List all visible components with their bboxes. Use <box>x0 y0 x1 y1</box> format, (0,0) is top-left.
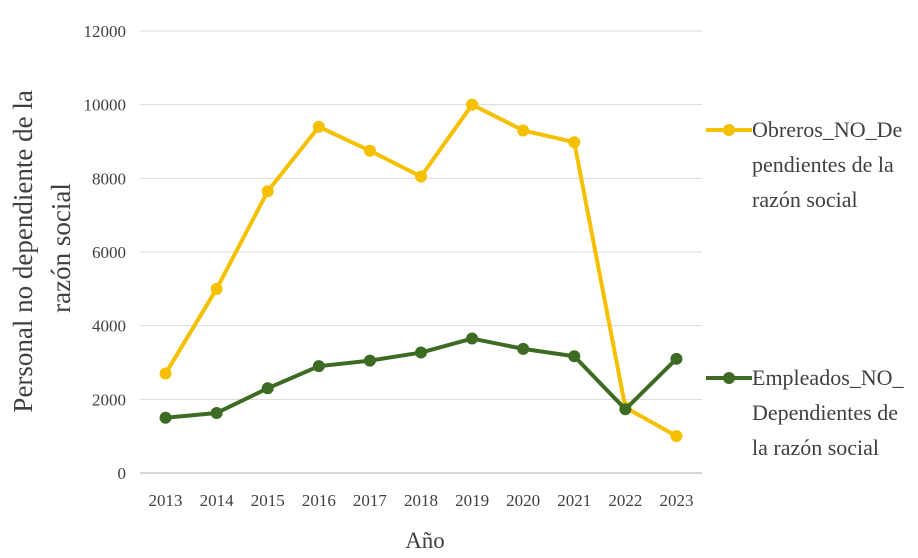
data-point <box>670 430 683 443</box>
data-point <box>210 406 223 419</box>
legend-label-line: Empleados_NO_ <box>752 365 905 390</box>
x-tick-label: 2022 <box>608 491 642 510</box>
data-point <box>363 354 376 367</box>
x-tick-label: 2017 <box>353 491 388 510</box>
data-point <box>466 98 479 111</box>
data-point <box>415 170 427 183</box>
y-tick-label: 4000 <box>92 317 126 336</box>
data-point <box>466 332 479 345</box>
x-tick-label: 2023 <box>659 491 693 510</box>
x-tick-label: 2015 <box>251 491 285 510</box>
legend: Obreros_NO_De pendientes de la razón socia… <box>706 117 905 460</box>
y-tick-labels: 0 2000 4000 6000 8000 10000 12000 <box>84 22 127 483</box>
legend-item-2: Empleados_NO_ Dependientes de la razón soc… <box>706 365 905 460</box>
y-axis-title-line-1: Personal no dependiente de la <box>8 90 38 412</box>
data-point <box>363 144 376 157</box>
series <box>159 98 683 443</box>
series-2 <box>159 332 683 424</box>
data-point <box>159 367 172 380</box>
legend-swatch-marker <box>723 124 735 136</box>
x-tick-label: 2014 <box>200 491 235 510</box>
data-point <box>670 352 683 365</box>
data-point <box>210 282 223 295</box>
y-axis-title-line-2: razón social <box>46 183 76 313</box>
series-line <box>163 102 679 439</box>
legend-item-1: Obreros_NO_De pendientes de la razón socia… <box>706 117 902 212</box>
data-point <box>261 382 274 395</box>
x-tick-labels: 2013 2014 2015 2016 2017 2018 2019 2020 2021 2022… <box>149 491 694 510</box>
data-point <box>312 360 325 373</box>
y-tick-label: 12000 <box>84 22 127 41</box>
gridlines <box>140 30 702 400</box>
data-point <box>517 342 530 355</box>
y-tick-label: 6000 <box>92 243 126 262</box>
legend-label-line: razón social <box>752 187 858 212</box>
legend-label-line: la razón social <box>752 435 879 460</box>
y-tick-label: 10000 <box>84 96 127 115</box>
legend-swatch-marker <box>723 372 735 384</box>
x-tick-label: 2019 <box>455 491 489 510</box>
data-point <box>568 136 581 149</box>
series-1 <box>159 98 683 443</box>
legend-label-line: Obreros_NO_De <box>752 117 902 142</box>
legend-label-line: pendientes de la <box>752 152 894 177</box>
data-point <box>261 185 274 198</box>
data-point <box>159 411 172 424</box>
data-point <box>415 346 427 359</box>
x-tick-label: 2020 <box>506 491 540 510</box>
y-tick-label: 2000 <box>92 390 126 409</box>
y-tick-label: 8000 <box>92 169 126 188</box>
data-point <box>619 403 632 416</box>
x-tick-label: 2018 <box>404 491 438 510</box>
y-axis-title: Personal no dependiente de la razón soci… <box>8 83 76 412</box>
x-axis-title: Año <box>405 528 445 553</box>
x-tick-label: 2013 <box>149 491 183 510</box>
x-tick-label: 2016 <box>302 491 336 510</box>
x-tick-label: 2021 <box>557 491 591 510</box>
data-point <box>312 120 325 133</box>
data-point <box>568 350 581 363</box>
y-tick-label: 0 <box>118 464 127 483</box>
data-point <box>517 124 530 137</box>
legend-label-line: Dependientes de <box>752 400 898 425</box>
